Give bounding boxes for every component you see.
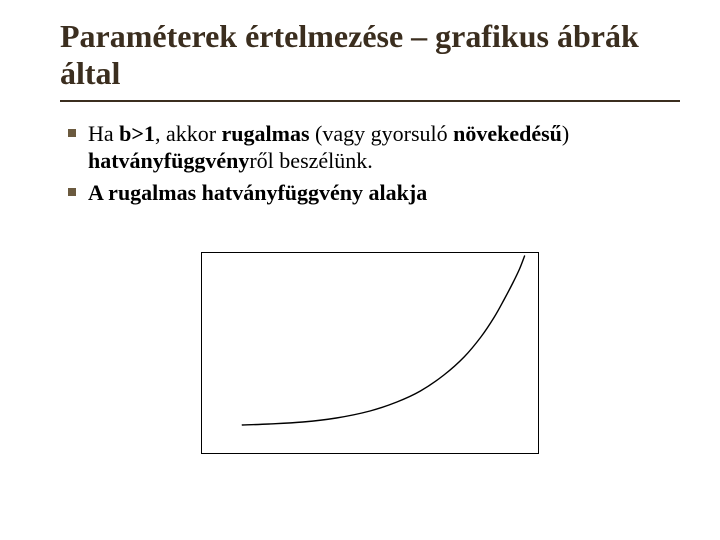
bullet-icon <box>68 188 76 196</box>
title-underline <box>60 100 680 102</box>
paragraph-2: A rugalmas hatványfüggvény alakja <box>88 179 670 207</box>
paragraph-1: Ha b>1, akkor rugalmas (vagy gyorsuló nö… <box>88 120 670 175</box>
slide-title: Paraméterek értelmezése – grafikus ábrák… <box>60 18 680 98</box>
body-text: Ha b>1, akkor rugalmas (vagy gyorsuló nö… <box>60 120 680 207</box>
paragraph-2-text: A rugalmas hatványfüggvény alakja <box>88 180 427 205</box>
chart-box <box>201 252 539 454</box>
chart-container <box>201 252 539 454</box>
paragraph-1-text: Ha b>1, akkor rugalmas (vagy gyorsuló nö… <box>88 121 569 174</box>
bullet-icon <box>68 129 76 137</box>
slide: Paraméterek értelmezése – grafikus ábrák… <box>0 0 720 540</box>
curve-path <box>242 256 524 425</box>
power-function-curve <box>202 253 538 453</box>
